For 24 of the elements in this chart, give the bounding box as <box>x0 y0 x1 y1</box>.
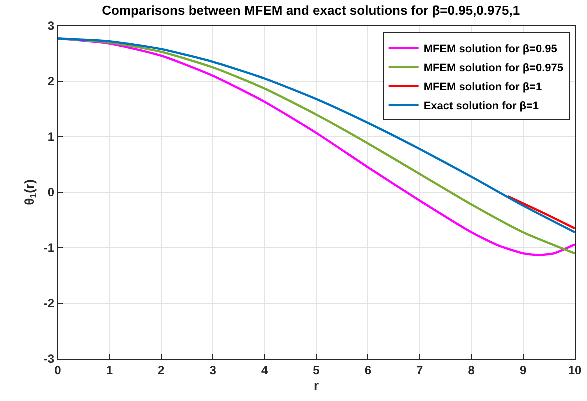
x-axis-title: r <box>314 378 320 393</box>
legend-label: MFEM solution for β=0.95 <box>424 43 558 56</box>
line-series <box>506 195 575 230</box>
chart-title: Comparisons between MFEM and exact solutions for β=0.95,0.975,1 <box>102 3 520 18</box>
x-tick-label: 2 <box>158 363 166 378</box>
x-tick-label: 6 <box>364 363 372 378</box>
x-tick-label: 8 <box>468 363 476 378</box>
x-tick-label: 10 <box>568 363 582 378</box>
x-tick-label: 5 <box>313 363 320 378</box>
y-tick-label: -3 <box>44 352 55 366</box>
x-tick-label: 9 <box>520 363 527 378</box>
y-tick-label: 3 <box>48 19 55 34</box>
y-tick-label: -1 <box>44 241 55 256</box>
x-tick-label: 3 <box>210 363 217 378</box>
y-tick-label: 1 <box>48 130 55 144</box>
legend-label: Exact solution for β=1 <box>424 100 540 112</box>
legend-label: MFEM solution for β=0.975 <box>424 62 564 74</box>
x-tick-label: 7 <box>416 363 424 378</box>
x-tick-label: 1 <box>106 363 114 378</box>
y-tick-label: 0 <box>48 186 55 200</box>
legend-label: MFEM solution for β=1 <box>424 81 542 94</box>
x-tick-label: 4 <box>261 363 268 378</box>
y-tick-label: 2 <box>48 74 55 89</box>
y-tick-label: -2 <box>44 296 55 311</box>
